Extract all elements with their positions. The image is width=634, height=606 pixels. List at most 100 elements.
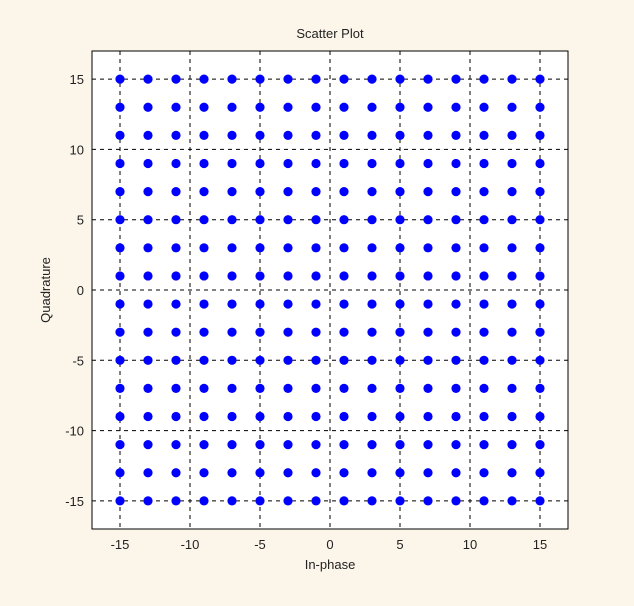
data-point — [423, 158, 433, 169]
data-point — [115, 102, 125, 112]
x-tick-label: 15 — [533, 537, 547, 552]
data-point — [395, 74, 405, 84]
data-point — [339, 130, 349, 140]
data-point — [311, 271, 321, 281]
data-point — [339, 186, 349, 197]
y-tick-label: 5 — [77, 213, 84, 228]
data-point — [451, 74, 461, 84]
data-point — [311, 411, 321, 422]
data-point — [339, 383, 349, 394]
data-point — [535, 271, 545, 281]
data-point — [199, 355, 209, 365]
data-point — [171, 496, 181, 506]
data-point — [339, 102, 349, 112]
data-point — [199, 215, 209, 225]
data-point — [451, 327, 461, 337]
data-point — [227, 158, 237, 169]
data-point — [479, 327, 489, 337]
data-point — [283, 271, 293, 281]
data-point — [339, 496, 349, 506]
data-point — [227, 496, 237, 506]
data-point — [171, 383, 181, 394]
data-point — [143, 327, 153, 337]
data-point — [479, 243, 489, 253]
data-point — [423, 215, 433, 225]
data-point — [143, 383, 153, 394]
data-points — [115, 74, 545, 506]
data-point — [311, 383, 321, 394]
data-point — [143, 102, 153, 112]
data-point — [395, 440, 405, 450]
data-point — [507, 215, 517, 225]
data-point — [199, 299, 209, 309]
data-point — [227, 102, 237, 112]
data-point — [255, 411, 265, 422]
data-point — [311, 468, 321, 478]
data-point — [227, 383, 237, 394]
data-point — [171, 440, 181, 450]
data-point — [311, 355, 321, 365]
data-point — [199, 468, 209, 478]
data-point — [423, 271, 433, 281]
data-point — [451, 496, 461, 506]
data-point — [451, 355, 461, 365]
data-point — [311, 74, 321, 84]
data-point — [451, 130, 461, 140]
data-point — [507, 496, 517, 506]
chart-title: Scatter Plot — [296, 26, 364, 41]
data-point — [143, 158, 153, 169]
y-tick-label: -5 — [72, 353, 84, 368]
data-point — [199, 74, 209, 84]
tick-labels: -15 -10 -5 0 5 10 15 -15 -10 -5 0 5 10 15 — [65, 72, 547, 552]
data-point — [171, 355, 181, 365]
data-point — [479, 440, 489, 450]
data-point — [507, 74, 517, 84]
data-point — [227, 355, 237, 365]
data-point — [339, 355, 349, 365]
data-point — [507, 158, 517, 169]
data-point — [535, 440, 545, 450]
data-point — [535, 215, 545, 225]
data-point — [311, 102, 321, 112]
data-point — [199, 327, 209, 337]
data-point — [255, 468, 265, 478]
data-point — [507, 327, 517, 337]
data-point — [395, 327, 405, 337]
y-tick-label: 0 — [77, 283, 84, 298]
data-point — [283, 215, 293, 225]
data-point — [255, 158, 265, 169]
data-point — [451, 186, 461, 197]
data-point — [115, 215, 125, 225]
data-point — [171, 158, 181, 169]
data-point — [255, 496, 265, 506]
data-point — [451, 411, 461, 422]
data-point — [395, 243, 405, 253]
data-point — [199, 411, 209, 422]
data-point — [451, 440, 461, 450]
data-point — [535, 327, 545, 337]
data-point — [423, 468, 433, 478]
data-point — [367, 355, 377, 365]
data-point — [143, 355, 153, 365]
data-point — [423, 186, 433, 197]
data-point — [451, 243, 461, 253]
data-point — [227, 411, 237, 422]
data-point — [535, 383, 545, 394]
data-point — [423, 74, 433, 84]
data-point — [339, 440, 349, 450]
data-point — [283, 158, 293, 169]
data-point — [479, 468, 489, 478]
x-tick-label: -5 — [254, 537, 266, 552]
data-point — [227, 130, 237, 140]
data-point — [283, 468, 293, 478]
data-point — [367, 158, 377, 169]
data-point — [283, 411, 293, 422]
data-point — [367, 496, 377, 506]
y-tick-label: 15 — [70, 72, 84, 87]
data-point — [115, 243, 125, 253]
data-point — [535, 355, 545, 365]
data-point — [451, 215, 461, 225]
data-point — [507, 440, 517, 450]
plot-frame — [91, 50, 569, 530]
data-point — [507, 102, 517, 112]
